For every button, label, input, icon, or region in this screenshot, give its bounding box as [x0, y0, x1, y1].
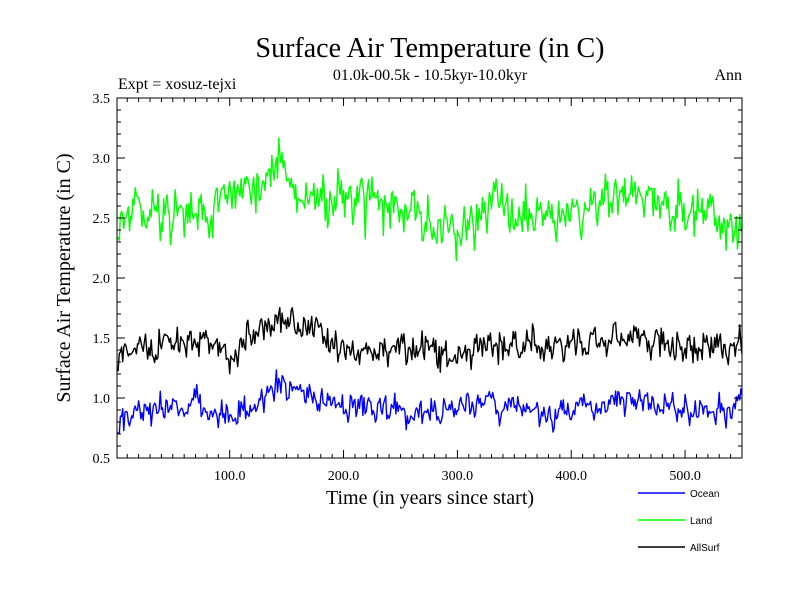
series-line-ocean: [116, 369, 743, 435]
x-tick-label: 200.0: [328, 469, 360, 484]
legend-label-allsurf: AllSurf: [690, 543, 720, 554]
legend: Ocean Land AllSurf: [638, 489, 720, 554]
x-tick-label: 500.0: [669, 469, 701, 484]
experiment-label: Expt = xosuz-tejxi: [118, 76, 237, 93]
y-tick-label: 2.5: [93, 212, 111, 227]
y-tick-label: 0.5: [93, 452, 111, 467]
plot-frame: [116, 97, 743, 459]
legend-label-land: Land: [690, 516, 712, 527]
y-tick-label: 3.5: [93, 92, 111, 107]
chart-title: Surface Air Temperature (in C): [256, 33, 605, 64]
series-group: [116, 137, 743, 435]
series-line-allsurf: [116, 306, 743, 375]
y-tick-label: 3.0: [93, 152, 111, 167]
x-tick-label: 100.0: [214, 469, 246, 484]
series-line-land: [116, 137, 743, 262]
chart-subtitle: 01.0k-00.5k - 10.5kyr-10.0kyr: [333, 67, 528, 84]
y-axis-label: Surface Air Temperature (in C): [53, 153, 75, 402]
y-tick-label: 1.0: [93, 392, 111, 407]
y-tick-label: 1.5: [93, 332, 111, 347]
legend-label-ocean: Ocean: [690, 489, 719, 500]
x-tick-label: 400.0: [555, 469, 587, 484]
x-axis-label: Time (in years since start): [326, 487, 534, 509]
season-label: Ann: [714, 67, 742, 84]
y-tick-label: 2.0: [93, 272, 111, 287]
x-tick-label: 300.0: [442, 469, 474, 484]
